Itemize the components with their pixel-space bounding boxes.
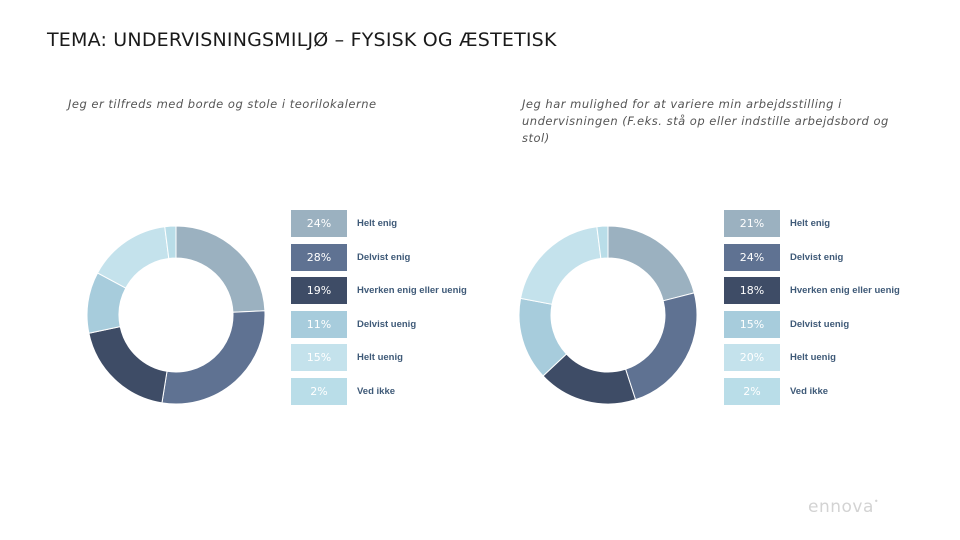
chart-2-slice-helt-uenig [519,226,602,305]
chart-2-slice-delvist-enig [624,292,698,401]
ennova-logo: ennova• [808,497,879,517]
chart-panel-1: Jeg er tilfreds med borde og stole i teo… [68,96,508,426]
chart-1-legend-label: Helt uenig [357,352,403,364]
chart-2-legend-label: Delvist enig [790,251,844,263]
chart-2-value-label: 20% [724,344,780,372]
chart-2-legend-item: 18% Hverken enig eller uenig [724,277,924,305]
chart-1-question: Jeg er tilfreds med borde og stole i teo… [68,97,377,111]
logo-text: ennova [808,497,874,517]
chart-1-legend-label: Hverken enig eller uenig [357,285,467,297]
chart-1-value-label: 28% [291,243,347,271]
chart-1-slice-helt-enig [175,225,266,313]
chart-2-legend-label: Ved ikke [790,386,829,397]
chart-2-legend-item: 20% Helt uenig [724,344,924,372]
chart-2-legend-label: Helt enig [790,218,831,229]
chart-2-legend: 21% Helt enig 24% Delvist enig 18% Hverken en… [724,210,934,410]
chart-1-legend-label: Delvist uenig [357,318,417,330]
chart-panel-2: Jeg har mulighed for at variere min arbe… [518,96,960,426]
chart-2-value-label: 18% [724,277,780,305]
donut-chart-2 [518,225,698,405]
chart-2-legend-item: 15% Delvist uenig [724,310,924,338]
chart-1-legend: 24% Helt enig 28% Delvist enig 19% Hverken en… [291,210,501,410]
chart-1-slice-ved-ikke [164,225,177,260]
chart-1-legend-item: 28% Delvist enig [291,243,491,271]
chart-2-question: Jeg har mulighed for at variere min arbe… [522,97,889,145]
chart-1-slice-hverken-enig-eller-uenig [88,326,168,404]
chart-1-legend-item: 24% Helt enig [291,210,491,237]
chart-1-legend-item: 19% Hverken enig eller uenig [291,277,491,305]
chart-1-legend-label: Delvist enig [357,251,411,263]
chart-2-value-label: 2% [724,378,780,405]
chart-1-legend-item: 15% Helt uenig [291,344,491,372]
page-title: TEMA: UNDERVISNINGSMILJØ – FYSISK OG ÆST… [47,29,557,51]
chart-1-legend-label: Helt enig [357,218,398,229]
chart-2-slice-helt-enig [607,225,695,302]
chart-2-legend-label: Delvist uenig [790,318,850,330]
chart-1-value-label: 2% [291,378,347,405]
chart-1-value-label: 24% [291,210,347,237]
chart-1-legend-label: Ved ikke [357,386,396,397]
chart-1-value-label: 11% [291,310,347,338]
chart-1-slice-helt-uenig [96,226,170,289]
chart-2-legend-item: 24% Delvist enig [724,243,924,271]
chart-1-value-label: 19% [291,277,347,305]
chart-2-legend-label: Hverken enig eller uenig [790,285,900,297]
chart-2-value-label: 21% [724,210,780,237]
donut-chart-1 [86,225,266,405]
chart-2-value-label: 24% [724,243,780,271]
logo-mark: • [873,497,880,506]
chart-1-slice-delvist-enig [161,310,266,405]
chart-1-value-label: 15% [291,344,347,372]
chart-2-legend-label: Helt uenig [790,352,836,364]
chart-2-legend-item: 2% Ved ikke [724,378,924,405]
chart-2-value-label: 15% [724,310,780,338]
chart-1-legend-item: 2% Ved ikke [291,378,491,405]
chart-2-slice-ved-ikke [596,225,609,260]
chart-2-legend-item: 21% Helt enig [724,210,924,237]
chart-1-legend-item: 11% Delvist uenig [291,310,491,338]
